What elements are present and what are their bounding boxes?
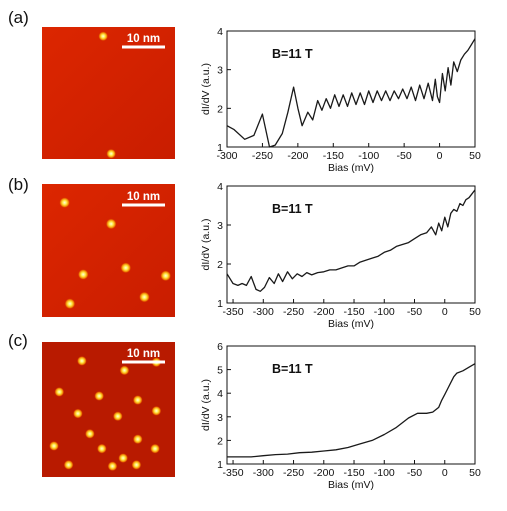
y-tick-label: 4 bbox=[217, 26, 223, 38]
x-tick-label: -200 bbox=[313, 467, 334, 479]
x-tick-label: -150 bbox=[344, 467, 365, 479]
x-tick-label: -200 bbox=[287, 150, 308, 162]
x-tick-label: 50 bbox=[469, 150, 481, 162]
x-tick-label: -300 bbox=[253, 467, 274, 479]
scale-bar-label: 10 nm bbox=[127, 33, 160, 45]
x-tick-label: -250 bbox=[252, 150, 273, 162]
y-tick-label: 1 bbox=[217, 298, 223, 310]
scale-bar-label: 10 nm bbox=[127, 191, 160, 203]
x-tick-label: 0 bbox=[442, 306, 448, 318]
x-tick-label: -300 bbox=[216, 150, 237, 162]
x-tick-label: -150 bbox=[323, 150, 344, 162]
adatom-dot bbox=[72, 408, 83, 419]
adatom-dot bbox=[64, 298, 76, 310]
y-tick-label: 1 bbox=[217, 459, 223, 471]
y-tick-label: 1 bbox=[217, 142, 223, 154]
adatom-dot bbox=[76, 355, 87, 366]
plot-frame bbox=[226, 30, 476, 148]
y-axis-label: dI/dV (a.u.) bbox=[200, 219, 212, 271]
y-tick-label: 6 bbox=[217, 341, 223, 353]
chart-c: -350 -300 -250 -200 -150 -100 -50 0 50 1 2 3 4 5 6 Bias… bbox=[200, 341, 481, 491]
x-tick-label: -50 bbox=[397, 150, 412, 162]
x-tick-label: 0 bbox=[442, 467, 448, 479]
y-tick-label: 2 bbox=[217, 435, 223, 447]
adatom-dot bbox=[150, 443, 161, 454]
x-tick-label: -350 bbox=[223, 306, 244, 318]
y-axis-label: dI/dV (a.u.) bbox=[200, 379, 212, 431]
adatom-dot bbox=[48, 440, 59, 451]
adatom-dot bbox=[138, 291, 150, 303]
stm-image-c: 10 nm bbox=[42, 342, 175, 477]
y-axis-label: dI/dV (a.u.) bbox=[200, 63, 212, 115]
x-tick-label: -100 bbox=[374, 306, 395, 318]
x-tick-label: -300 bbox=[253, 306, 274, 318]
adatom-dot bbox=[63, 459, 74, 470]
adatom-dot bbox=[119, 365, 130, 376]
didv-spectrum-line bbox=[227, 363, 476, 458]
y-tick-label: 3 bbox=[217, 220, 223, 232]
panel-label-c: (c) bbox=[8, 331, 28, 350]
adatom-dot bbox=[106, 148, 117, 159]
adatom-dot bbox=[151, 405, 162, 416]
x-tick-label: -350 bbox=[223, 467, 244, 479]
x-tick-label: -100 bbox=[374, 467, 395, 479]
x-tick-label: -100 bbox=[358, 150, 379, 162]
scale-bar-label: 10 nm bbox=[127, 348, 160, 360]
didv-spectrum-line bbox=[226, 189, 476, 292]
x-axis-label: Bias (mV) bbox=[328, 162, 374, 174]
adatom-dot bbox=[54, 386, 65, 397]
x-axis-label: Bias (mV) bbox=[328, 318, 374, 330]
x-tick-label: -50 bbox=[407, 467, 422, 479]
adatom-dot bbox=[160, 270, 172, 282]
adatom-dot bbox=[132, 434, 143, 445]
x-tick-label: -250 bbox=[283, 306, 304, 318]
adatom-dot bbox=[120, 262, 132, 274]
x-tick-label: -200 bbox=[313, 306, 334, 318]
field-annotation: B=11 T bbox=[272, 362, 313, 376]
adatom-dot bbox=[98, 31, 109, 42]
x-tick-label: 50 bbox=[469, 467, 481, 479]
panel-label-b: (b) bbox=[8, 175, 29, 194]
plot-frame bbox=[226, 185, 476, 304]
y-tick-label: 2 bbox=[217, 103, 223, 115]
adatom-dot bbox=[105, 218, 117, 230]
panel-label-a: (a) bbox=[8, 8, 29, 27]
adatom-dot bbox=[118, 453, 129, 464]
adatom-dot bbox=[96, 443, 107, 454]
chart-a: -300 -250 -200 -150 -100 -50 0 50 1 2 3 4 Bias (mV) d… bbox=[200, 26, 481, 174]
adatom-dot bbox=[132, 395, 143, 406]
y-tick-label: 3 bbox=[217, 65, 223, 77]
y-tick-label: 4 bbox=[217, 388, 223, 400]
x-tick-label: -250 bbox=[283, 467, 304, 479]
y-tick-label: 5 bbox=[217, 365, 223, 377]
field-annotation: B=11 T bbox=[272, 47, 313, 61]
field-annotation: B=11 T bbox=[272, 202, 313, 216]
plot-frame bbox=[226, 345, 476, 465]
y-tick-label: 3 bbox=[217, 412, 223, 424]
y-tick-label: 2 bbox=[217, 259, 223, 271]
adatom-dot bbox=[107, 461, 118, 472]
x-tick-label: -150 bbox=[344, 306, 365, 318]
adatom-dot bbox=[59, 197, 71, 209]
x-tick-label: 0 bbox=[437, 150, 443, 162]
chart-b: -350 -300 -250 -200 -150 -100 -50 0 50 1 2 3 4 Bias (… bbox=[200, 181, 481, 330]
adatom-dot bbox=[94, 391, 105, 401]
adatom-dot bbox=[84, 428, 95, 439]
adatom-dot bbox=[77, 268, 89, 280]
adatom-dot bbox=[131, 459, 142, 470]
didv-spectrum-line bbox=[226, 38, 476, 148]
y-tick-label: 4 bbox=[217, 181, 223, 193]
x-tick-label: 50 bbox=[469, 306, 481, 318]
stm-image-a: 10 nm bbox=[42, 27, 175, 159]
stm-background bbox=[42, 27, 175, 159]
x-tick-label: -50 bbox=[407, 306, 422, 318]
stm-image-b: 10 nm bbox=[42, 184, 175, 317]
x-axis-label: Bias (mV) bbox=[328, 479, 374, 491]
adatom-dot bbox=[112, 411, 123, 422]
